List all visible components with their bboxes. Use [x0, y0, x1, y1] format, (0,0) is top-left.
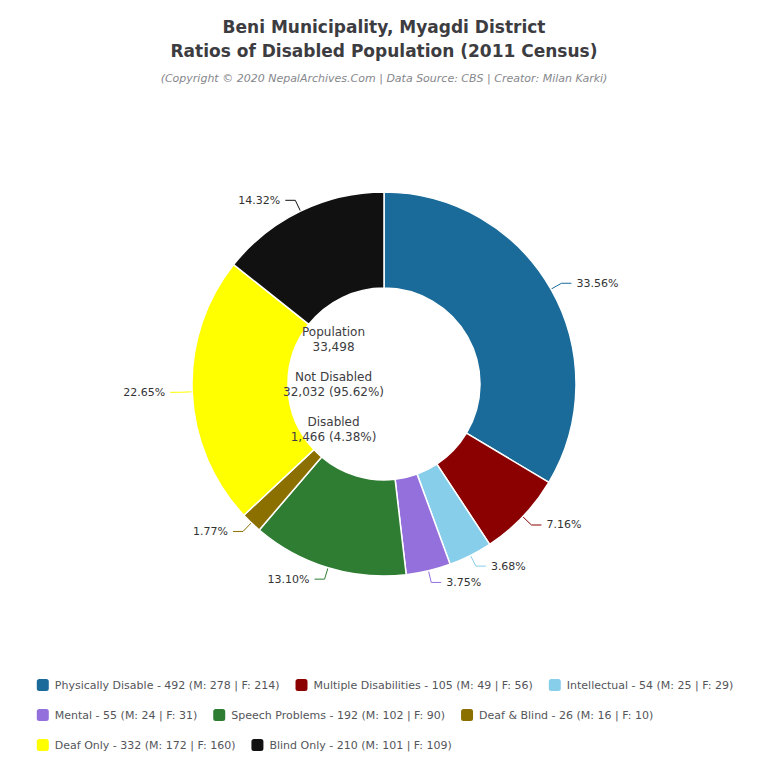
svg-text:Blind Only - 210 (M: 101 | F:: Blind Only - 210 (M: 101 | F: 109)	[269, 739, 451, 752]
svg-text:(Copyright © 2020 NepalArchive: (Copyright © 2020 NepalArchives.Com | Da…	[161, 72, 608, 85]
svg-text:Ratios of Disabled Population: Ratios of Disabled Population (2011 Cens…	[171, 41, 598, 61]
svg-text:1,466 (4.38%): 1,466 (4.38%)	[291, 430, 377, 444]
svg-text:Not Disabled: Not Disabled	[295, 370, 372, 384]
svg-text:Mental - 55 (M: 24 | F: 31): Mental - 55 (M: 24 | F: 31)	[55, 709, 197, 722]
svg-text:Multiple Disabilities - 105 (M: Multiple Disabilities - 105 (M: 49 | F: …	[313, 679, 532, 692]
svg-text:Deaf & Blind - 26 (M: 16 | F:: Deaf & Blind - 26 (M: 16 | F: 10)	[479, 709, 653, 722]
svg-text:3.75%: 3.75%	[446, 576, 481, 589]
svg-text:32,032 (95.62%): 32,032 (95.62%)	[283, 385, 384, 399]
svg-text:Speech Problems - 192 (M: 102: Speech Problems - 192 (M: 102 | F: 90)	[231, 709, 445, 722]
svg-text:Population: Population	[302, 325, 365, 339]
svg-text:Deaf Only - 332 (M: 172 | F: 1: Deaf Only - 332 (M: 172 | F: 160)	[55, 739, 236, 752]
svg-text:7.16%: 7.16%	[546, 518, 581, 531]
svg-text:13.10%: 13.10%	[268, 573, 310, 586]
svg-text:Physically Disable - 492 (M: 2: Physically Disable - 492 (M: 278 | F: 21…	[55, 679, 280, 692]
svg-text:1.77%: 1.77%	[193, 525, 228, 538]
svg-text:Intellectual - 54 (M: 25 | F:: Intellectual - 54 (M: 25 | F: 29)	[567, 679, 733, 692]
svg-text:Beni Municipality, Myagdi Dist: Beni Municipality, Myagdi District	[223, 17, 546, 37]
svg-text:33,498: 33,498	[313, 340, 355, 354]
svg-text:14.32%: 14.32%	[238, 194, 280, 207]
svg-text:22.65%: 22.65%	[123, 386, 165, 399]
svg-text:33.56%: 33.56%	[576, 277, 618, 290]
svg-text:3.68%: 3.68%	[491, 560, 526, 573]
svg-text:Disabled: Disabled	[307, 415, 359, 429]
